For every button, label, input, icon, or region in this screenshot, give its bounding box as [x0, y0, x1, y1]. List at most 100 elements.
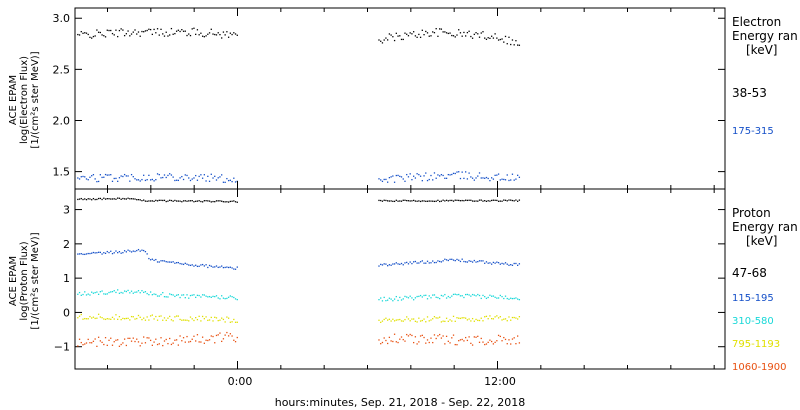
data-point — [444, 258, 446, 260]
data-point — [210, 296, 212, 298]
data-point — [456, 171, 458, 173]
data-point — [445, 297, 448, 299]
data-point — [465, 261, 467, 263]
data-point — [461, 338, 463, 341]
data-point — [435, 337, 437, 340]
data-point — [515, 262, 517, 265]
data-point — [471, 293, 474, 296]
data-point — [186, 263, 188, 265]
data-point — [117, 197, 119, 199]
data-point — [451, 258, 453, 260]
data-point — [506, 43, 508, 45]
data-point — [511, 199, 514, 202]
data-point — [439, 260, 441, 263]
data-point — [392, 340, 394, 343]
data-point — [210, 265, 212, 267]
data-point — [200, 264, 202, 266]
data-point — [85, 32, 88, 34]
data-point — [426, 179, 429, 182]
data-point — [189, 294, 192, 297]
data-point — [212, 295, 214, 298]
data-point — [195, 200, 197, 202]
data-point — [201, 294, 204, 296]
data-point — [471, 344, 474, 346]
data-point — [478, 172, 481, 174]
data-point — [162, 292, 164, 294]
data-point — [215, 295, 218, 297]
data-point — [430, 297, 432, 299]
data-point — [484, 343, 486, 346]
data-point — [96, 317, 98, 319]
data-point — [129, 292, 131, 294]
data-point — [381, 180, 384, 183]
data-point — [390, 34, 392, 36]
data-point — [146, 200, 148, 202]
data-point — [203, 36, 205, 38]
data-point — [82, 175, 84, 178]
data-point — [186, 34, 188, 37]
data-point — [132, 31, 134, 33]
data-point — [397, 299, 399, 302]
data-point — [104, 173, 107, 176]
data-point — [106, 317, 108, 320]
data-point — [433, 32, 436, 34]
data-point — [418, 200, 420, 202]
data-point — [179, 296, 181, 299]
data-point — [471, 317, 474, 320]
data-point — [402, 298, 404, 300]
series-38-53 — [77, 27, 521, 46]
data-point — [143, 291, 145, 294]
data-point — [167, 261, 169, 263]
data-point — [480, 260, 482, 262]
data-point — [480, 297, 482, 300]
data-point — [184, 174, 186, 176]
data-point — [132, 292, 134, 294]
data-point — [506, 343, 508, 345]
data-point — [492, 261, 495, 264]
data-point — [179, 335, 181, 337]
data-point — [179, 177, 181, 179]
data-point — [518, 263, 521, 265]
proton-ylabel-line-3: [1/(cm²s ster MeV)] — [30, 232, 41, 329]
data-point — [205, 180, 207, 182]
data-point — [170, 27, 173, 30]
data-point — [212, 200, 214, 203]
data-point — [224, 181, 226, 184]
data-point — [165, 338, 167, 341]
data-point — [454, 293, 456, 295]
data-point — [212, 320, 214, 322]
data-point — [468, 199, 470, 201]
data-point — [399, 175, 401, 178]
data-point — [470, 295, 472, 297]
data-point — [191, 338, 193, 340]
data-point — [196, 265, 199, 268]
data-point — [141, 342, 143, 344]
data-point — [99, 316, 101, 318]
data-point — [388, 336, 391, 339]
data-point — [234, 268, 237, 270]
data-point — [425, 172, 427, 174]
data-point — [78, 34, 81, 36]
data-point — [130, 173, 133, 176]
data-point — [175, 294, 178, 296]
data-point — [480, 337, 482, 340]
data-point — [129, 180, 131, 182]
data-point — [508, 179, 510, 182]
data-point — [449, 319, 451, 321]
data-point — [193, 177, 195, 179]
data-point — [508, 264, 510, 266]
data-point — [508, 316, 510, 318]
data-point — [470, 199, 472, 201]
data-point — [517, 200, 519, 202]
data-point — [227, 36, 230, 38]
data-point — [435, 200, 437, 202]
data-point — [108, 29, 110, 32]
data-point — [426, 260, 429, 262]
data-point — [127, 317, 129, 319]
data-point — [101, 198, 103, 201]
data-point — [188, 264, 190, 266]
data-point — [406, 33, 408, 35]
electron-ylabel-line-2: log(Electron Flux) — [19, 56, 30, 144]
data-point — [120, 175, 122, 177]
data-point — [215, 265, 218, 267]
